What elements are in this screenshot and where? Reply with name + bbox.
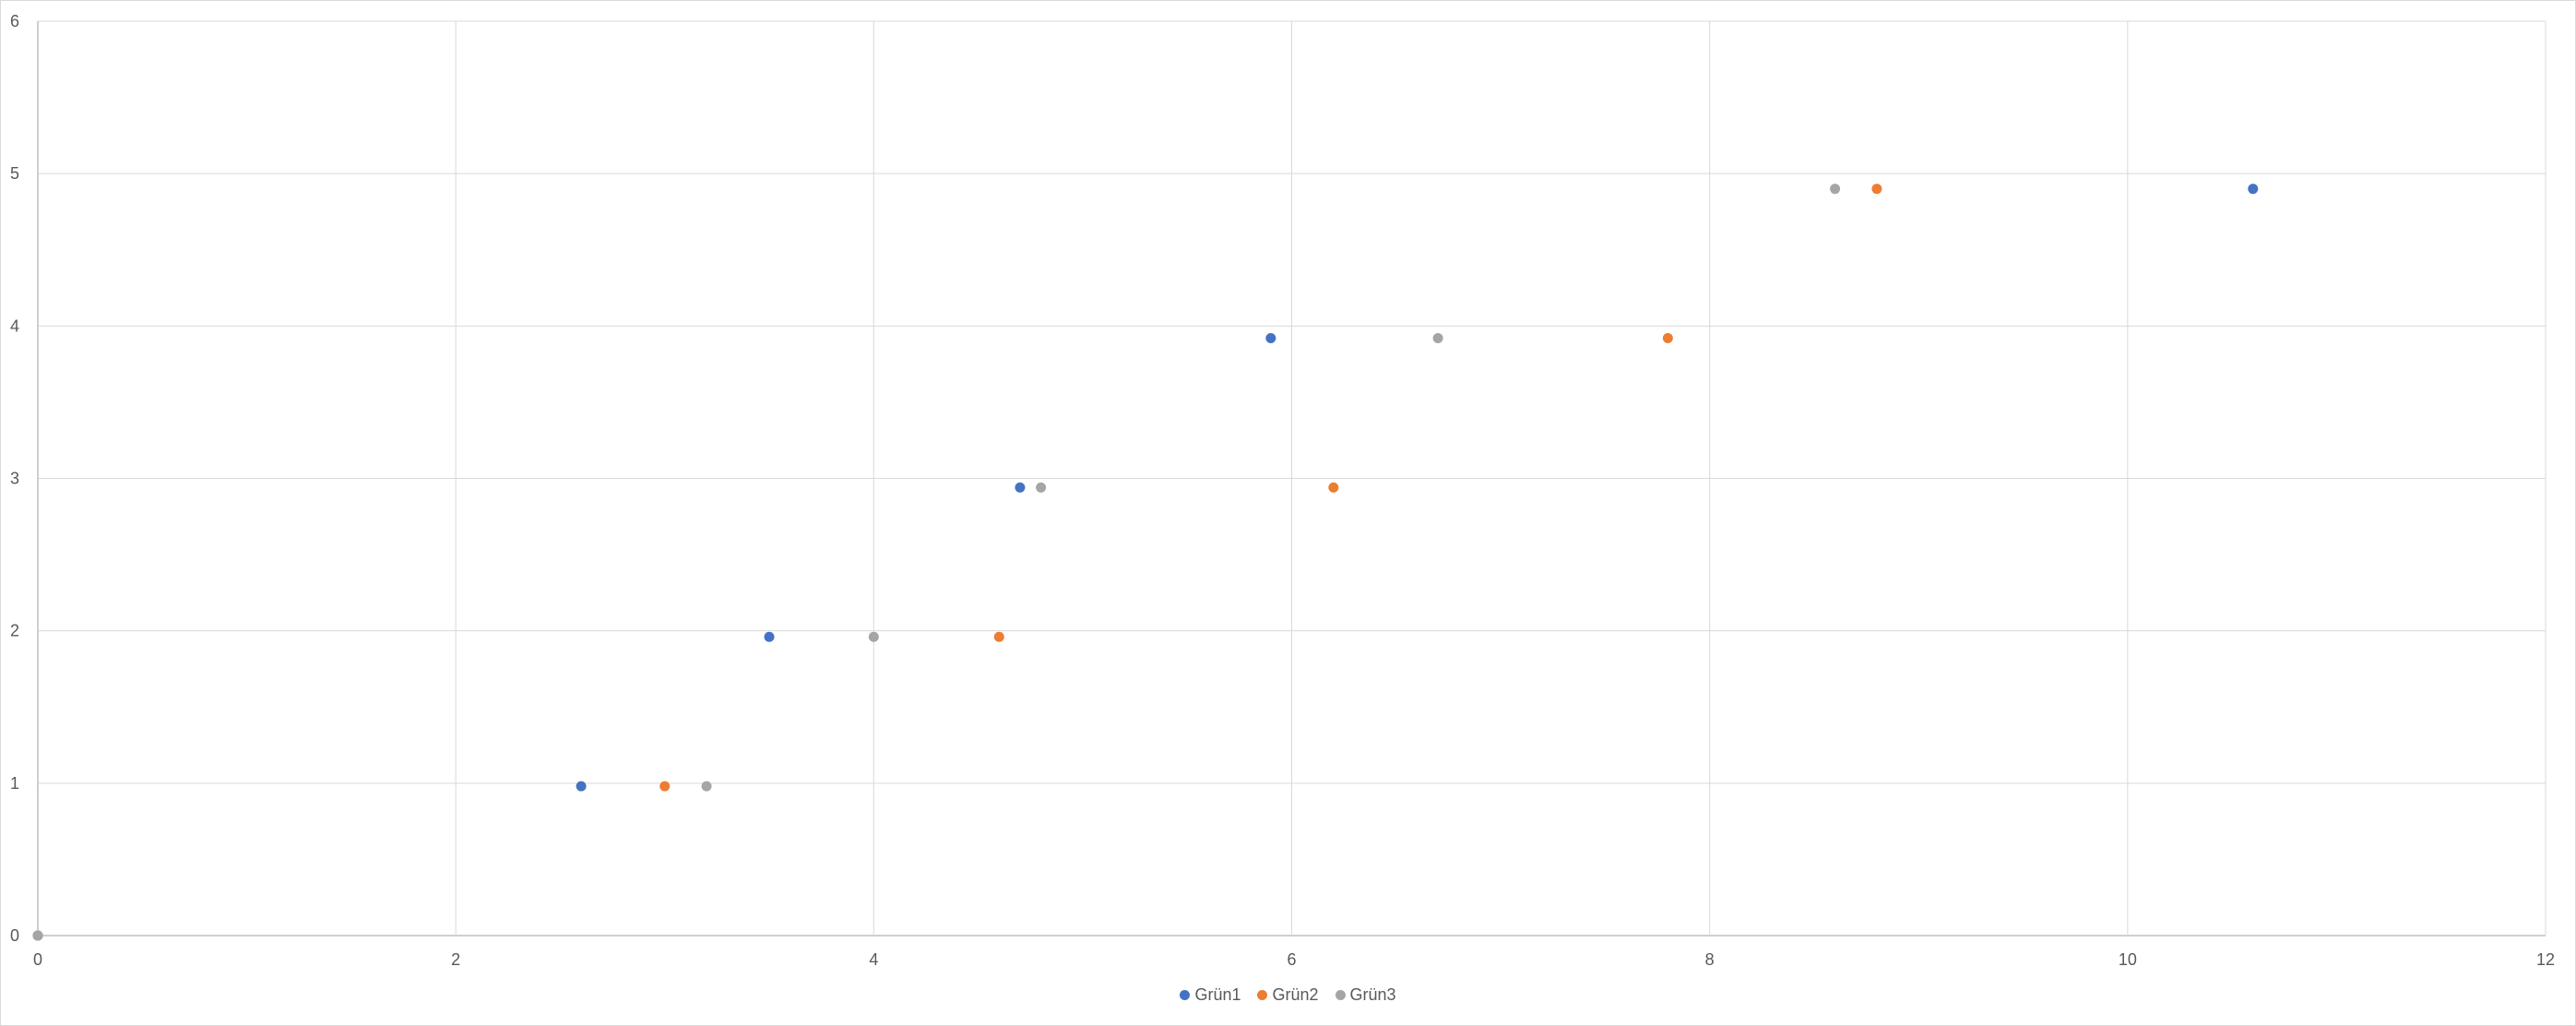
y-tick-label: 1: [10, 774, 19, 793]
data-point: [1432, 333, 1443, 344]
data-point: [1036, 482, 1047, 493]
legend-item: Grün2: [1257, 985, 1319, 1005]
data-point: [1328, 482, 1339, 493]
y-tick-label: 2: [10, 622, 19, 640]
legend-marker-icon: [1257, 990, 1268, 1000]
data-point: [993, 631, 1004, 642]
data-point: [659, 781, 671, 792]
legend-label: Grün1: [1194, 985, 1241, 1004]
data-point: [2248, 184, 2259, 195]
data-point: [576, 781, 587, 792]
x-tick-label: 12: [2536, 950, 2555, 969]
gridlines: [37, 20, 2546, 937]
x-tick-label: 6: [1287, 950, 1296, 969]
y-tick-label: 4: [10, 316, 19, 335]
x-tick-label: 2: [451, 950, 460, 969]
y-tick-label: 0: [10, 926, 19, 945]
data-point: [1871, 184, 1882, 195]
data-point: [1015, 482, 1026, 493]
legend: Grün1 Grün2 Grün3: [0, 985, 2576, 1005]
legend-item: Grün1: [1180, 985, 1241, 1005]
legend-marker-icon: [1180, 990, 1191, 1000]
data-point: [764, 631, 775, 642]
data-point: [32, 930, 43, 941]
data-point: [701, 781, 712, 792]
x-tick-label: 8: [1705, 950, 1715, 969]
data-point: [1265, 333, 1276, 344]
x-tick-label: 10: [2119, 950, 2137, 969]
y-tick-label: 3: [10, 470, 19, 488]
data-point: [1830, 184, 1841, 195]
legend-label: Grün2: [1272, 985, 1319, 1004]
data-point: [868, 631, 879, 642]
legend-marker-icon: [1335, 990, 1346, 1000]
legend-label: Grün3: [1349, 985, 1396, 1004]
legend-item: Grün3: [1335, 985, 1396, 1005]
y-tick-label: 6: [10, 12, 19, 30]
data-points: [32, 184, 2259, 941]
x-tick-label: 0: [33, 950, 42, 969]
y-tick-label: 5: [10, 164, 19, 183]
x-tick-label: 4: [869, 950, 878, 969]
data-point: [1662, 333, 1673, 344]
